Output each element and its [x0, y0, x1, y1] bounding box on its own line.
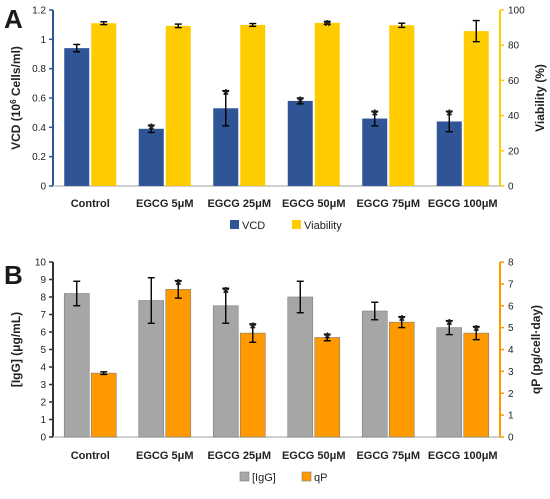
p2-bar	[165, 289, 192, 438]
p1-bar	[287, 100, 313, 186]
p2-right-tick-label: 5	[508, 323, 514, 334]
p1-left-tick-label: 1.2	[32, 6, 46, 17]
p2-category-label: EGCG 100μM	[428, 450, 498, 462]
p2-significance-marker: *	[446, 316, 453, 335]
p2-left-tick-label: 4	[40, 363, 46, 374]
panel-b-chart: 0 1 2 3 4 5 6 7 8 9 10 0 1 2 3 4 5 6 7 8 Control * EGCG 5μM * * E…	[9, 258, 543, 485]
p1-right-tick-label: 0	[508, 182, 514, 193]
p2-legend-label: [IgG]	[252, 472, 276, 484]
p1-significance-marker: *	[148, 120, 155, 139]
p2-bar	[212, 305, 239, 438]
p2-bar	[63, 293, 90, 438]
p1-significance-marker: *	[446, 106, 453, 125]
p1-right-axis-title: Viability (%)	[533, 64, 547, 132]
p2-bar	[463, 332, 490, 438]
p2-category-label: Control	[71, 450, 110, 462]
p1-bar	[64, 48, 90, 187]
p2-legend-swatch	[239, 471, 250, 482]
p1-legend-label: Viability	[304, 220, 342, 232]
panel-b-letter: B	[4, 260, 23, 290]
p1-legend-swatch	[230, 220, 239, 229]
p2-significance-marker: *	[249, 319, 256, 338]
p1-left-tick-label: 0.2	[32, 152, 46, 163]
p2-right-tick-label: 0	[508, 433, 514, 444]
p1-category-label: EGCG 100μM	[428, 198, 498, 210]
p1-legend-label: VCD	[242, 220, 265, 232]
p1-bar	[240, 24, 266, 187]
p2-left-tick-label: 8	[40, 293, 46, 304]
p2-left-tick-label: 1	[40, 415, 46, 426]
p1-left-tick-label: 1	[40, 35, 46, 46]
p1-bar	[463, 31, 489, 187]
p1-category-label: Control	[71, 198, 110, 210]
panel-a-letter: A	[4, 4, 23, 34]
p2-bar	[239, 332, 266, 438]
p2-right-tick-label: 1	[508, 411, 514, 422]
p2-right-tick-label: 3	[508, 367, 514, 378]
p2-right-tick-label: 2	[508, 389, 514, 400]
p1-bar	[314, 22, 340, 187]
p1-bar	[165, 25, 191, 187]
p2-significance-marker: *	[175, 276, 182, 295]
p1-right-tick-label: 80	[508, 41, 520, 52]
p1-right-tick-label: 20	[508, 146, 520, 157]
p1-significance-marker: *	[324, 16, 331, 35]
p2-category-label: EGCG 25μM	[207, 450, 271, 462]
p2-bar	[90, 372, 117, 438]
p1-significance-marker: *	[222, 86, 229, 105]
p2-category-label: EGCG 75μM	[356, 450, 420, 462]
p1-right-tick-label: 100	[508, 6, 525, 17]
p1-bar	[138, 128, 164, 186]
p2-bar	[314, 337, 341, 438]
p2-right-tick-label: 4	[508, 345, 514, 356]
p2-bar	[361, 310, 388, 438]
panel-a-chart: 0 0.2 0.4 0.6 0.8 1 1.2 0 20 40 60 80 100 Control * EGC…	[9, 6, 547, 233]
p2-left-tick-label: 9	[40, 275, 46, 286]
p2-right-tick-label: 7	[508, 279, 514, 290]
p1-right-tick-label: 40	[508, 111, 520, 122]
p1-significance-marker: *	[371, 106, 378, 125]
p1-left-axis-title: VCD (106 Cells/ml)	[9, 46, 23, 150]
p2-legend-label: qP	[314, 472, 327, 484]
p1-legend-swatch	[292, 220, 301, 229]
p1-bar	[91, 23, 117, 187]
p1-left-tick-label: 0.4	[32, 123, 46, 134]
p1-category-label: EGCG 75μM	[356, 198, 420, 210]
p2-significance-marker: *	[324, 329, 331, 348]
p2-right-tick-label: 8	[508, 258, 514, 269]
p2-left-tick-label: 7	[40, 310, 46, 321]
p2-bar	[287, 296, 314, 438]
p2-left-tick-label: 6	[40, 328, 46, 339]
p2-category-label: EGCG 50μM	[282, 450, 346, 462]
p2-left-tick-label: 2	[40, 398, 46, 409]
p2-left-tick-label: 5	[40, 345, 46, 356]
p1-bar	[389, 25, 415, 187]
p1-right-tick-label: 60	[508, 76, 520, 87]
p2-left-tick-label: 3	[40, 380, 46, 391]
p1-left-tick-label: 0.8	[32, 64, 46, 75]
p1-significance-marker: *	[297, 93, 304, 112]
p1-bar	[362, 118, 388, 186]
p2-legend-swatch	[301, 471, 312, 482]
p1-left-tick-label: 0	[40, 182, 46, 193]
p1-category-label: EGCG 25μM	[207, 198, 271, 210]
p2-left-axis-title: [IgG] (μg/mL)	[9, 312, 23, 387]
p2-right-axis-title: qP (pg/cell·day)	[529, 305, 543, 394]
p2-left-tick-label: 0	[40, 433, 46, 444]
p2-significance-marker: *	[473, 322, 480, 341]
p2-category-label: EGCG 5μM	[136, 450, 193, 462]
p2-bar	[436, 327, 463, 438]
p2-left-tick-label: 10	[35, 258, 47, 269]
p2-right-tick-label: 6	[508, 301, 514, 312]
p2-significance-marker: *	[222, 283, 229, 302]
p2-bar	[388, 321, 415, 438]
p2-significance-marker: *	[398, 312, 405, 331]
p1-left-tick-label: 0.6	[32, 94, 46, 105]
p1-category-label: EGCG 50μM	[282, 198, 346, 210]
p1-category-label: EGCG 5μM	[136, 198, 193, 210]
